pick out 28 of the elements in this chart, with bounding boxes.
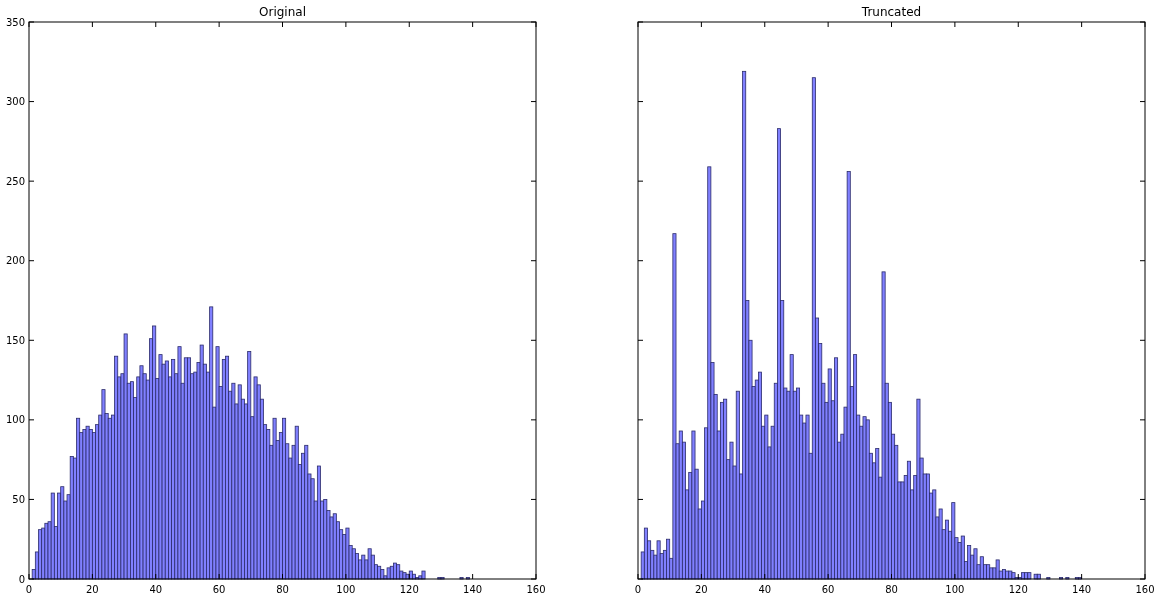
x-tick-label: 160: [526, 584, 546, 595]
x-tick-label: 100: [336, 584, 356, 595]
x-tick-label: 20: [86, 584, 99, 595]
x-tick-label: 40: [758, 584, 772, 595]
x-tick-label: 80: [885, 584, 898, 595]
x-tick-label: 60: [212, 584, 226, 595]
x-tick-label: 120: [399, 584, 419, 595]
y-tick-label: 50: [12, 493, 25, 505]
chart-title: Truncated: [860, 5, 922, 19]
chart-title: Original: [259, 5, 306, 19]
x-tick-label: 80: [276, 584, 289, 595]
y-tick-label: 250: [5, 175, 25, 187]
y-tick-label: 350: [5, 16, 25, 28]
x-tick-label: 0: [25, 584, 33, 595]
x-tick-label: 120: [1008, 584, 1028, 595]
x-tick-label: 140: [1072, 584, 1092, 595]
x-tick-label: 140: [463, 584, 483, 595]
x-tick-label: 60: [821, 584, 835, 595]
x-tick-label: 160: [1135, 584, 1155, 595]
x-tick-label: 0: [634, 584, 642, 595]
y-tick-label: 300: [5, 96, 25, 108]
y-tick-label: 150: [5, 334, 25, 346]
y-tick-label: 0: [18, 573, 25, 585]
y-tick-label: 200: [5, 255, 25, 267]
x-tick-label: 100: [945, 584, 965, 595]
x-tick-label: 20: [695, 584, 708, 595]
x-tick-label: 40: [149, 584, 163, 595]
y-tick-label: 100: [5, 414, 25, 426]
